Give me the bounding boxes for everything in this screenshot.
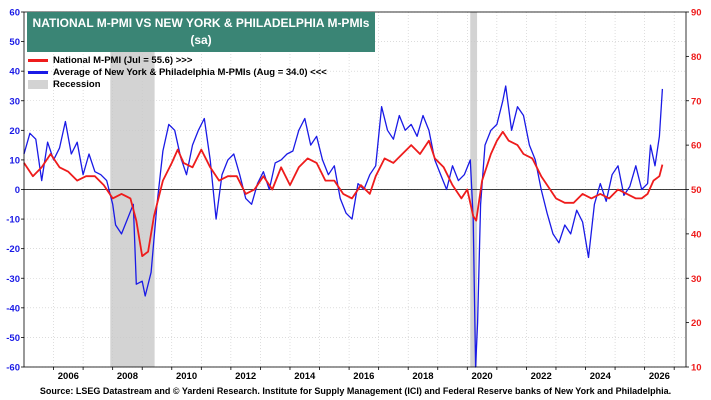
y-left-tick-label: 60: [9, 8, 20, 19]
y-right-tick-label: 50: [691, 185, 702, 196]
chart-title-box: NATIONAL M-PMI VS NEW YORK & PHILADELPHI…: [27, 12, 375, 52]
y-left-tick-label: -50: [6, 333, 20, 344]
series-line-national: [23, 130, 664, 257]
source-note: Source: LSEG Datastream and © Yardeni Re…: [39, 386, 672, 396]
y-left-tick-label: -20: [6, 244, 20, 255]
y-left-tick-label: 40: [9, 67, 20, 78]
axes: -60 -50 -40 -30 -20 -10 0 10 20 30 40 50 60 10 20 30 40 5…: [6, 8, 701, 383]
x-tick-label: 2008: [117, 371, 138, 382]
legend-swatch-recession: [28, 79, 48, 89]
x-tick-label: 2026: [649, 371, 670, 382]
chart-title: NATIONAL M-PMI VS NEW YORK & PHILADELPHI…: [32, 16, 370, 30]
y-left-tick-label: 20: [9, 126, 20, 137]
series-lines: [23, 85, 664, 368]
y-left-tick-label: 30: [9, 96, 20, 107]
legend-label-ny-philly: Average of New York & Philadelphia M-PMI…: [53, 66, 327, 78]
chart-subtitle: (sa): [190, 33, 212, 47]
y-left-tick-label: 50: [9, 37, 20, 48]
y-right-tick-label: 10: [691, 363, 702, 374]
x-tick-label: 2014: [294, 371, 316, 382]
x-tick-label: 2018: [412, 371, 433, 382]
x-tick-label: 2024: [590, 371, 612, 382]
x-tick-label: 2006: [58, 371, 79, 382]
y-left-tick-label: -30: [6, 274, 20, 285]
y-right-tick-label: 40: [691, 229, 702, 240]
legend-item-recession: Recession: [28, 78, 327, 90]
y-right-tick-label: 80: [691, 52, 702, 63]
y-right-tick-label: 60: [691, 141, 702, 152]
y-right-tick-label: 20: [691, 318, 702, 329]
y-left-tick-label: 0: [15, 185, 20, 196]
x-tick-label: 2016: [353, 371, 374, 382]
legend-label-national: National M-PMI (Jul = 55.6) >>>: [53, 54, 193, 66]
series-line-ny-philly: [23, 85, 664, 368]
legend-item-national: National M-PMI (Jul = 55.6) >>>: [28, 54, 327, 66]
legend-swatch-red: [28, 58, 48, 62]
legend-item-ny-philly: Average of New York & Philadelphia M-PMI…: [28, 66, 327, 78]
y-left-tick-label: 10: [9, 155, 20, 166]
x-tick-label: 2022: [531, 371, 552, 382]
y-left-tick-label: -40: [6, 303, 20, 314]
y-left-tick-label: -60: [6, 363, 20, 374]
x-tick-label: 2012: [235, 371, 256, 382]
y-left-tick-label: -10: [6, 215, 20, 226]
y-right-tick-label: 90: [691, 8, 702, 19]
y-right-tick-label: 70: [691, 96, 702, 107]
legend-swatch-blue: [28, 70, 48, 74]
legend-label-recession: Recession: [53, 78, 101, 90]
legend: National M-PMI (Jul = 55.6) >>> Average …: [28, 54, 327, 90]
y-right-tick-label: 30: [691, 274, 702, 285]
x-tick-label: 2020: [472, 371, 493, 382]
x-tick-label: 2010: [176, 371, 197, 382]
